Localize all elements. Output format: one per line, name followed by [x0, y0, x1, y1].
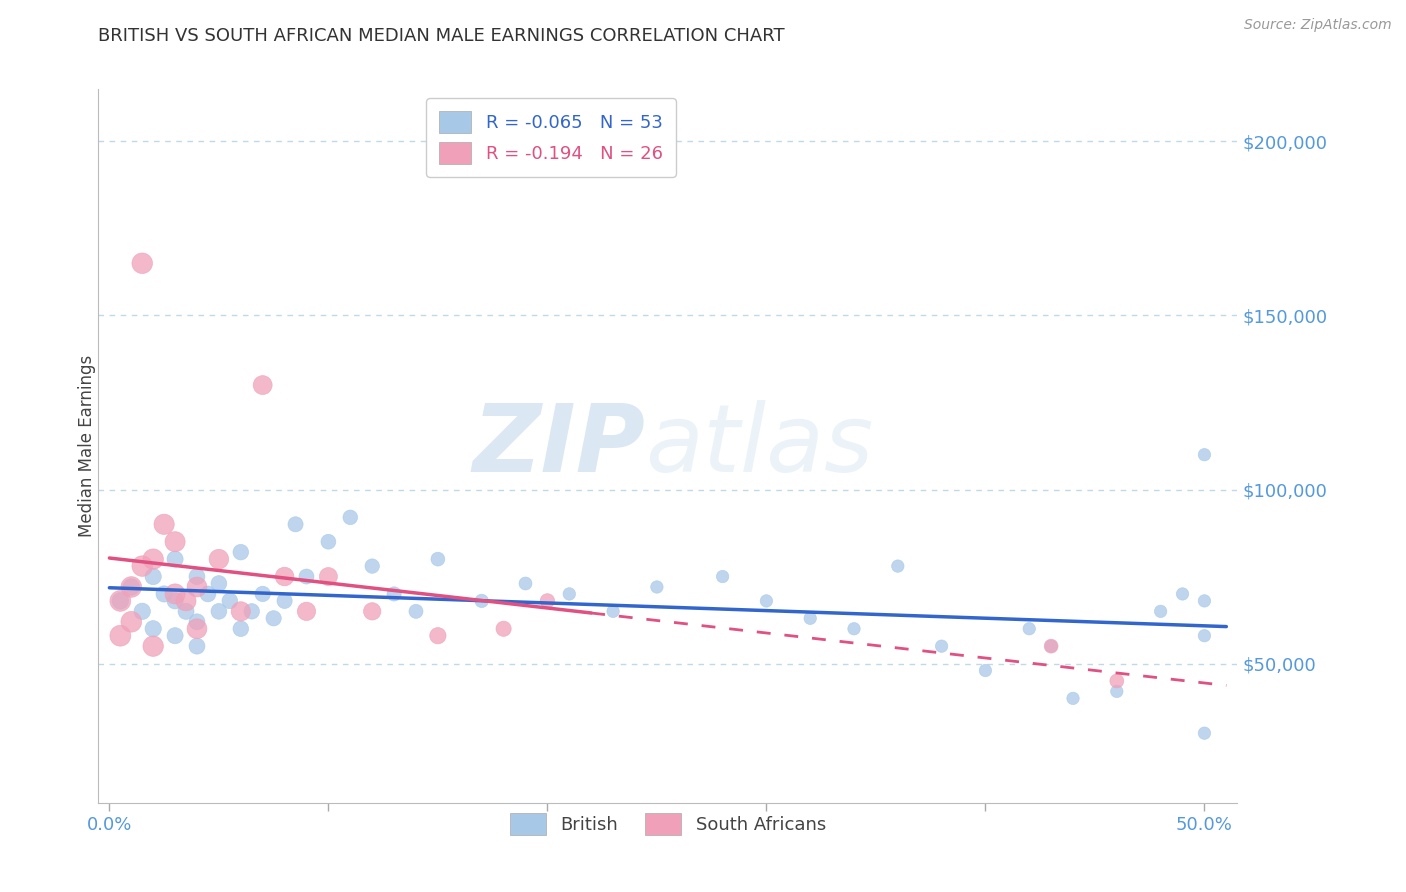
Point — [1194, 448, 1216, 462]
Point — [1040, 639, 1063, 653]
Point — [295, 569, 318, 583]
Point — [131, 256, 153, 270]
Point — [318, 534, 340, 549]
Point — [273, 594, 295, 608]
Point — [142, 569, 165, 583]
Point — [229, 545, 252, 559]
Point — [252, 378, 274, 392]
Text: atlas: atlas — [645, 401, 873, 491]
Point — [426, 629, 449, 643]
Point — [755, 594, 778, 608]
Point — [426, 552, 449, 566]
Point — [142, 639, 165, 653]
Point — [382, 587, 405, 601]
Point — [492, 622, 515, 636]
Point — [1171, 587, 1194, 601]
Point — [1018, 622, 1040, 636]
Point — [1062, 691, 1084, 706]
Point — [174, 604, 197, 618]
Point — [1105, 684, 1128, 698]
Point — [165, 629, 187, 643]
Text: Source: ZipAtlas.com: Source: ZipAtlas.com — [1244, 18, 1392, 32]
Point — [1149, 604, 1171, 618]
Point — [186, 622, 208, 636]
Point — [153, 517, 176, 532]
Text: ZIP: ZIP — [472, 400, 645, 492]
Point — [263, 611, 285, 625]
Point — [602, 604, 624, 618]
Point — [186, 639, 208, 653]
Text: BRITISH VS SOUTH AFRICAN MEDIAN MALE EARNINGS CORRELATION CHART: BRITISH VS SOUTH AFRICAN MEDIAN MALE EAR… — [98, 27, 785, 45]
Point — [361, 604, 384, 618]
Point — [165, 587, 187, 601]
Point — [165, 552, 187, 566]
Point — [645, 580, 668, 594]
Point — [536, 594, 558, 608]
Y-axis label: Median Male Earnings: Median Male Earnings — [79, 355, 96, 537]
Point — [120, 580, 142, 594]
Point — [887, 559, 910, 574]
Point — [197, 587, 219, 601]
Point — [931, 639, 953, 653]
Point — [120, 580, 142, 594]
Point — [842, 622, 865, 636]
Point — [229, 622, 252, 636]
Point — [165, 594, 187, 608]
Point — [240, 604, 263, 618]
Point — [1105, 673, 1128, 688]
Point — [110, 629, 132, 643]
Point — [252, 587, 274, 601]
Legend: British, South Africans: British, South Africans — [501, 804, 835, 844]
Point — [208, 552, 231, 566]
Point — [339, 510, 361, 524]
Point — [110, 594, 132, 608]
Point — [174, 594, 197, 608]
Point — [153, 587, 176, 601]
Point — [142, 622, 165, 636]
Point — [515, 576, 537, 591]
Point — [186, 615, 208, 629]
Point — [558, 587, 581, 601]
Point — [218, 594, 240, 608]
Point — [295, 604, 318, 618]
Point — [208, 576, 231, 591]
Point — [471, 594, 494, 608]
Point — [361, 559, 384, 574]
Point — [142, 552, 165, 566]
Point — [711, 569, 734, 583]
Point — [1040, 639, 1063, 653]
Point — [186, 569, 208, 583]
Point — [974, 664, 997, 678]
Point — [284, 517, 307, 532]
Point — [318, 569, 340, 583]
Point — [1194, 726, 1216, 740]
Point — [208, 604, 231, 618]
Point — [1194, 594, 1216, 608]
Point — [110, 594, 132, 608]
Point — [165, 534, 187, 549]
Point — [229, 604, 252, 618]
Point — [799, 611, 821, 625]
Point — [131, 604, 153, 618]
Point — [273, 569, 295, 583]
Point — [186, 580, 208, 594]
Point — [120, 615, 142, 629]
Point — [131, 559, 153, 574]
Point — [1194, 629, 1216, 643]
Point — [405, 604, 427, 618]
